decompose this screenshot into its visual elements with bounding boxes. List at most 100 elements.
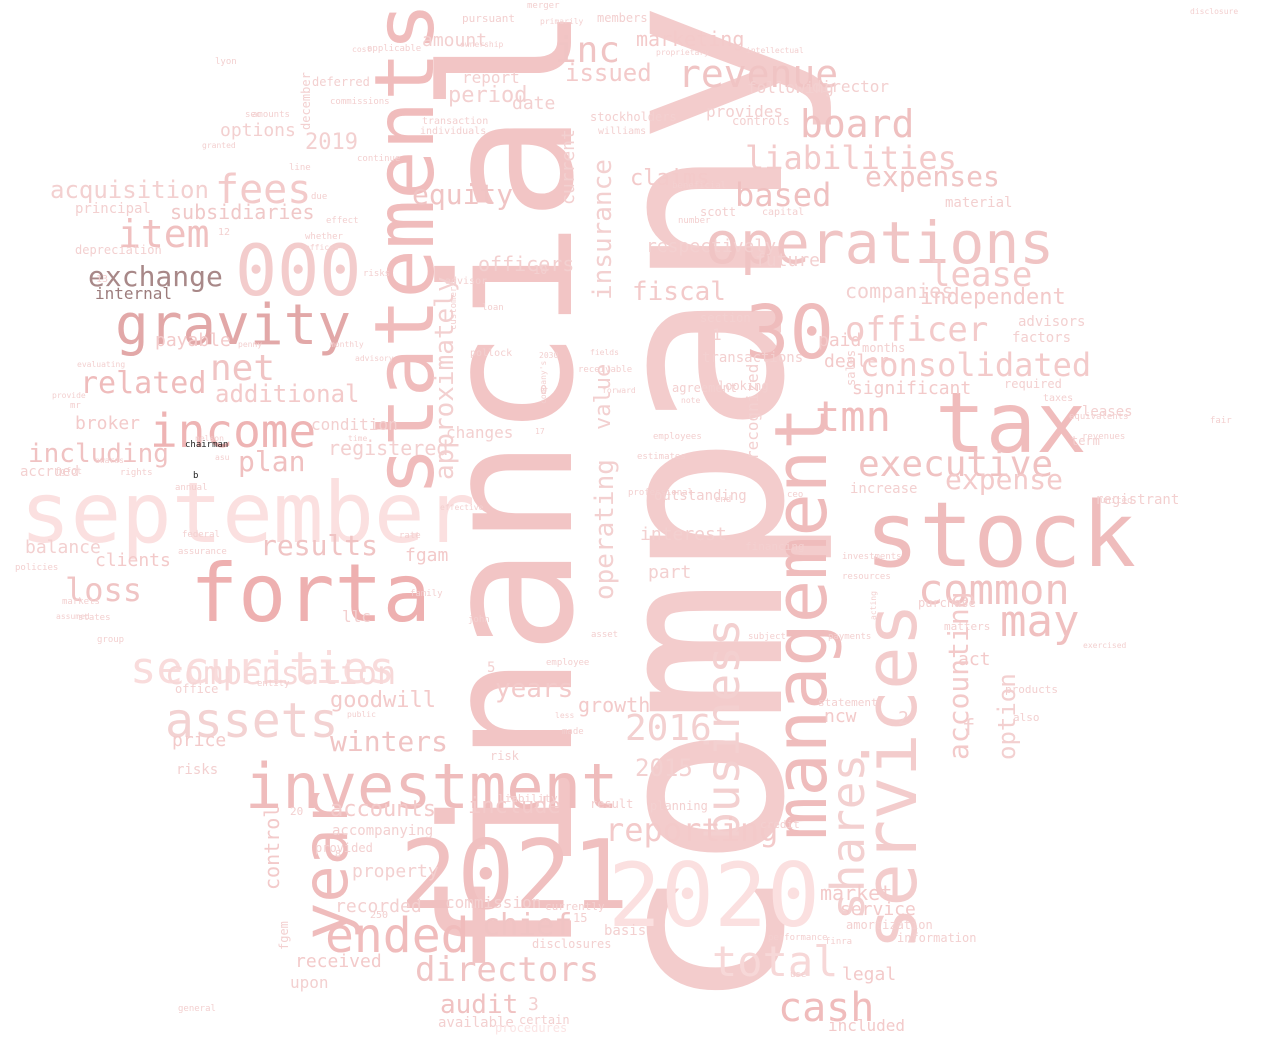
cloud-word: equity [412, 177, 514, 211]
cloud-word: equivalents [1069, 411, 1129, 422]
cloud-word: chairman [185, 439, 229, 450]
cloud-word: employees [653, 431, 702, 442]
cloud-word: broker [75, 412, 141, 434]
cloud-word: compensation [165, 654, 397, 693]
cloud-word: currently [545, 900, 605, 914]
cloud-word: entity [257, 678, 290, 689]
cloud-word: including [28, 439, 169, 470]
cloud-word: officers [478, 252, 575, 276]
cloud-word: disclosure [1190, 6, 1239, 16]
cloud-word: officer [845, 309, 989, 350]
cloud-word: item [118, 211, 210, 256]
cloud-word: finra [825, 936, 853, 947]
cloud-word: basis [604, 922, 647, 939]
cloud-word: 2020 [608, 843, 820, 947]
cloud-word: provides [706, 102, 784, 122]
cloud-word: condition [311, 415, 398, 435]
cloud-word: products [1005, 683, 1058, 697]
cloud-word: net [210, 348, 276, 390]
cloud-word: information [897, 931, 977, 946]
cloud-word: 250 [370, 910, 389, 921]
cloud-word: 10 [533, 263, 548, 278]
cloud-word: less [555, 710, 575, 720]
cloud-word: risks [363, 268, 391, 279]
cloud-word: time [348, 433, 368, 443]
cloud-word: ceo [787, 489, 804, 500]
cloud-word: fgem [277, 921, 291, 950]
cloud-word: line [289, 162, 311, 173]
cloud-word: rate [399, 530, 421, 541]
cloud-word: companies [845, 279, 954, 303]
cloud-word: current [558, 129, 579, 205]
cloud-word: received [295, 950, 382, 972]
cloud-word: growth [578, 693, 651, 717]
cloud-word: family [410, 588, 443, 599]
cloud-word: loss [65, 571, 143, 610]
cloud-word: public [347, 709, 376, 719]
cloud-word: intellectual [746, 45, 804, 55]
cloud-word: expense [945, 462, 1064, 496]
cloud-word: acting [869, 591, 878, 620]
cloud-word: number [678, 215, 711, 226]
cloud-word: may [1000, 595, 1080, 647]
cloud-word: made [562, 726, 584, 737]
cloud-word: risk [490, 749, 519, 764]
cloud-word: stock [865, 483, 1136, 588]
cloud-word: income [150, 404, 317, 459]
cloud-word: group [97, 634, 125, 645]
cloud-word: service [840, 898, 916, 920]
cloud-word: mr [70, 400, 81, 411]
cloud-word: evaluating [77, 359, 126, 369]
cloud-word: assurance [178, 546, 227, 557]
cloud-word: performance [768, 932, 828, 943]
cloud-word: months [862, 341, 906, 356]
cloud-word: revenue [678, 51, 839, 96]
cloud-word: paid [818, 329, 862, 351]
cloud-word: director [812, 77, 890, 97]
cloud-word: use [790, 969, 807, 980]
cloud-word: related [80, 366, 207, 401]
cloud-word: matters [944, 620, 991, 634]
cloud-word: advisor [445, 276, 488, 287]
cloud-word: liability [498, 792, 558, 806]
cloud-word: insurance [588, 159, 618, 300]
cloud-word: resources [842, 571, 891, 582]
cloud-word: common [918, 565, 1070, 615]
cloud-word: beneficial [672, 180, 727, 191]
cloud-word: independent [920, 285, 1066, 311]
cloud-word: company's [539, 360, 548, 404]
cloud-word: monthly [330, 339, 364, 349]
cloud-word: professional [628, 487, 694, 498]
cloud-word: exercised [1083, 640, 1127, 650]
cloud-word: loan [482, 302, 504, 313]
cloud-word: marketing [636, 27, 745, 51]
cloud-word: subsidiaries [170, 200, 315, 224]
cloud-word: payable [155, 329, 231, 351]
cloud-word: registrant [1095, 491, 1180, 508]
cloud-word: amount [422, 29, 488, 51]
cloud-word: accompanying [332, 822, 434, 839]
cloud-word: property [352, 860, 439, 882]
cloud-word: assumed [56, 611, 90, 621]
cloud-word: effective [440, 502, 484, 512]
cloud-word: forta [190, 547, 431, 640]
cloud-word: proprietary [656, 47, 709, 57]
cloud-word: 12 [218, 227, 231, 238]
cloud-word: consolidated [860, 346, 1092, 385]
cloud-word: balance [25, 536, 101, 558]
cloud-word: sales [844, 349, 858, 386]
cloud-word: disclosures [532, 937, 612, 952]
cloud-word: scott [700, 205, 737, 220]
cloud-word: 5 [487, 659, 496, 676]
cloud-word: interest [640, 523, 727, 545]
cloud-word: accounts [330, 797, 436, 823]
cloud-word: exchange [88, 259, 223, 293]
cloud-word: note [681, 395, 701, 405]
cloud-word: procedures [495, 1021, 568, 1036]
cloud-word: stockholders [590, 110, 677, 125]
cloud-word: leases [1082, 403, 1133, 420]
cloud-word: 1 [712, 325, 722, 345]
cloud-word: 2021 [400, 821, 629, 931]
cloud-word: office [175, 682, 219, 697]
cloud-word: section [700, 311, 751, 326]
